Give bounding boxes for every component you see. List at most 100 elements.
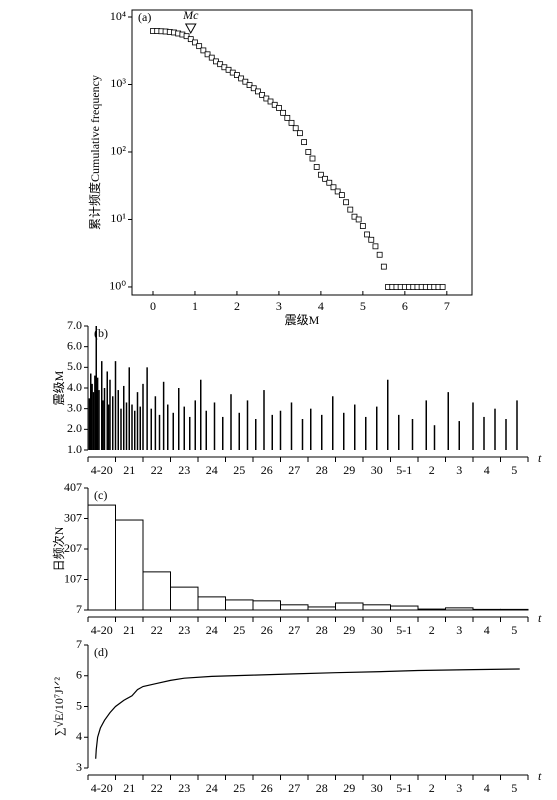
x-tick-label: 4	[484, 623, 490, 637]
x-tick-label: 0	[150, 299, 156, 313]
x-tick-label: 24	[206, 463, 218, 477]
x-tick-label: 22	[151, 463, 163, 477]
bar	[390, 605, 419, 611]
y-axis-label: ∑√E/10⁷J¹ᐟ²	[52, 677, 66, 736]
x-tick-label: 27	[288, 781, 300, 795]
x-tick-label: 5	[511, 781, 517, 795]
y-tick-label: 6.0	[67, 338, 82, 352]
x-tick-label: 6	[402, 299, 408, 313]
data-point	[217, 61, 224, 68]
y-tick-label: 10³	[110, 76, 126, 90]
x-tick-label: 2	[429, 781, 435, 795]
data-point	[187, 36, 194, 43]
data-point	[242, 78, 249, 85]
y-tick-label: 10⁴	[110, 9, 126, 23]
data-point	[347, 206, 354, 213]
bar	[335, 602, 364, 611]
data-point	[330, 184, 337, 191]
x-tick-label: 30	[371, 781, 383, 795]
x-tick-label: 27	[288, 463, 300, 477]
data-point	[439, 284, 446, 290]
x-tick-label: 28	[316, 463, 328, 477]
bar	[225, 599, 254, 611]
y-tick-label: 207	[64, 541, 82, 555]
data-point	[368, 236, 375, 243]
x-tick-label: 25	[233, 781, 245, 795]
x-tick-label: 4	[318, 299, 324, 313]
x-tick-label: 23	[178, 463, 190, 477]
data-point	[364, 231, 370, 238]
x-tick-label: 7	[444, 299, 450, 313]
bar	[445, 607, 474, 611]
y-tick-label: 3	[76, 760, 82, 774]
data-point	[196, 43, 203, 50]
data-point	[267, 98, 274, 105]
data-point	[284, 114, 291, 121]
x-tick-label: 5	[511, 463, 517, 477]
data-point	[238, 75, 245, 82]
data-point	[246, 82, 253, 88]
x-tick-label: 28	[316, 781, 328, 795]
x-tick-label: 5-1	[396, 781, 412, 795]
data-point	[355, 216, 362, 223]
data-point	[305, 149, 312, 155]
x-tick-label: 26	[261, 781, 273, 795]
x-tick-label: 2	[429, 623, 435, 637]
data-point	[292, 125, 299, 132]
y-tick-label: 3.0	[67, 400, 82, 414]
data-point	[255, 88, 261, 95]
x-tick-label: 29	[343, 781, 355, 795]
x-tick-label: 3	[456, 781, 462, 795]
bar	[500, 608, 529, 611]
x-tick-label: 24	[206, 623, 218, 637]
y-axis-label: 日频次N	[52, 526, 66, 571]
y-tick-label: 307	[64, 510, 82, 524]
data-point	[376, 251, 383, 258]
data-point	[317, 171, 324, 178]
data-point	[259, 92, 266, 98]
data-point	[250, 85, 257, 92]
x-tick-label: 2	[429, 463, 435, 477]
bar	[87, 504, 116, 611]
x-tick-label: 3	[456, 463, 462, 477]
x-tick-label: 1	[192, 299, 198, 313]
y-axis-label: 累计频度Cumulative frequency	[87, 75, 102, 230]
data-point	[208, 54, 215, 61]
x-tick-label: 29	[343, 463, 355, 477]
data-point	[263, 95, 270, 102]
data-point	[276, 104, 282, 111]
y-tick-label: 5	[76, 698, 82, 712]
x-axis-label: t	[538, 451, 542, 465]
x-tick-label: 26	[261, 463, 273, 477]
data-point	[343, 199, 349, 206]
x-tick-label: 21	[123, 781, 135, 795]
bar	[142, 571, 171, 611]
panel-label: (c)	[94, 488, 107, 502]
x-tick-label: 5-1	[396, 463, 412, 477]
y-tick-label: 7	[76, 637, 82, 651]
bar	[362, 604, 391, 611]
y-tick-label: 7	[76, 602, 82, 616]
x-tick-label: 29	[343, 623, 355, 637]
data-point	[309, 155, 316, 162]
x-axis-label: 震级M	[285, 313, 320, 327]
y-tick-label: 2.0	[67, 421, 82, 435]
x-tick-label: 5-1	[396, 623, 412, 637]
panel-label: (b)	[94, 326, 108, 340]
x-tick-label: 4	[484, 781, 490, 795]
bar	[417, 608, 446, 611]
x-tick-label: 22	[151, 623, 163, 637]
panel-label: (d)	[94, 645, 108, 659]
x-tick-label: 4-20	[91, 781, 113, 795]
x-axis-label: t	[538, 769, 542, 783]
x-axis-label: t	[538, 611, 542, 625]
data-point	[297, 130, 303, 137]
plot-frame	[131, 9, 473, 296]
x-tick-label: 21	[123, 623, 135, 637]
bar	[170, 586, 199, 611]
x-tick-label: 5	[511, 623, 517, 637]
energy-line	[95, 668, 520, 759]
data-point	[313, 164, 320, 170]
data-point	[234, 72, 240, 78]
